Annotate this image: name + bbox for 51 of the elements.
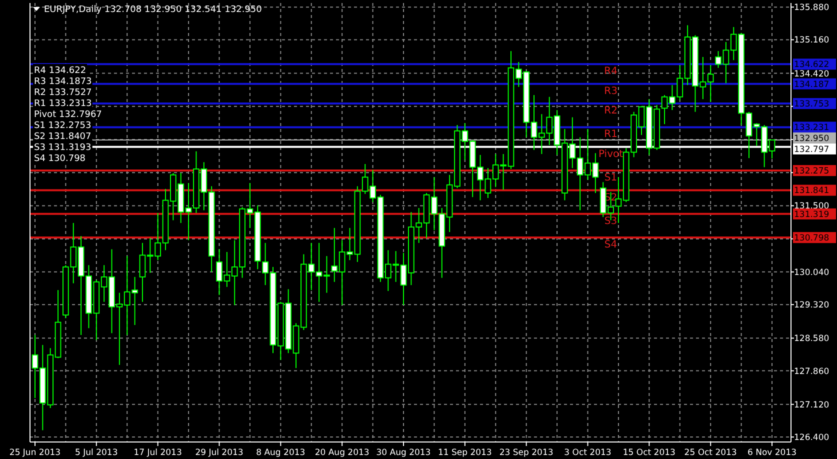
text: 131.319 — [794, 210, 830, 220]
ref-line-label: R4 — [604, 66, 618, 78]
x-tick-label: 17 Jul 2013 — [134, 448, 182, 458]
y-tick-label: 126.400 — [794, 432, 830, 443]
y-tick-label: 134.420 — [794, 69, 830, 80]
ref-line-label: Pivot — [598, 148, 624, 160]
ref-line-label: R3 — [604, 86, 618, 97]
x-tick-label: 30 Aug 2013 — [376, 448, 431, 458]
x-tick-label: 5 Jul 2013 — [75, 448, 118, 458]
x-tick-label: 11 Sep 2013 — [438, 448, 492, 458]
x-tick-label: 3 Oct 2013 — [564, 448, 612, 458]
x-tick-label: 15 Oct 2013 — [622, 448, 676, 458]
annotation: R3 134.1873 — [34, 77, 92, 87]
x-tick-label: 6 Nov 2013 — [747, 448, 797, 458]
text: 130.798 — [794, 234, 830, 244]
chart-title: EURJPY,Daily 132.708 132.950 132.541 132.950 — [44, 5, 262, 15]
y-tick-label: 130.040 — [794, 268, 830, 278]
y-tick-label: 128.580 — [794, 334, 830, 344]
ref-line-label: S3 — [604, 216, 618, 227]
y-tick-label: 131.500 — [794, 202, 830, 212]
x-tick-label: 23 Sep 2013 — [499, 448, 554, 458]
y-tick-label: 127.860 — [794, 366, 830, 377]
x-tick-label: 29 Jul 2013 — [195, 448, 244, 458]
text: 134.622 — [794, 60, 830, 70]
annotation: R2 133.7527 — [34, 88, 92, 98]
text: 131.841 — [794, 186, 830, 196]
y-tick-label: 127.120 — [794, 400, 830, 410]
y-tick-label: 135.880 — [794, 3, 830, 14]
y-tick-label: 129.320 — [794, 300, 830, 311]
x-tick-label: 25 Oct 2013 — [684, 448, 737, 458]
annotation: R1 133.2313 — [34, 99, 92, 109]
annotation: S3 131.3193 — [34, 143, 92, 153]
text: 134.187 — [794, 80, 830, 90]
x-tick-label: 25 Jun 2013 — [9, 448, 61, 458]
text: 132.275 — [794, 166, 830, 177]
y-tick-label: 135.160 — [794, 36, 830, 46]
x-tick-label: 20 Aug 2013 — [314, 448, 370, 458]
text: 132.797 — [794, 144, 830, 155]
ref-line-label: R2 — [604, 106, 618, 117]
text: 133.753 — [794, 100, 830, 110]
text: 133.231 — [794, 123, 830, 134]
x-tick-label: 8 Aug 2013 — [256, 448, 306, 458]
annotation: S1 132.2753 — [34, 121, 92, 131]
annotation: S2 131.8407 — [34, 132, 92, 142]
annotation: S4 130.798 — [34, 154, 86, 164]
text: 132.950 — [794, 134, 830, 144]
ref-line-label: S1 — [604, 172, 618, 184]
annotation: R4 134.622 — [34, 66, 86, 76]
annotation: Pivot 132.7967 — [34, 110, 102, 120]
ref-line-label: R1 — [604, 129, 618, 140]
ref-line-label: S4 — [604, 240, 618, 251]
